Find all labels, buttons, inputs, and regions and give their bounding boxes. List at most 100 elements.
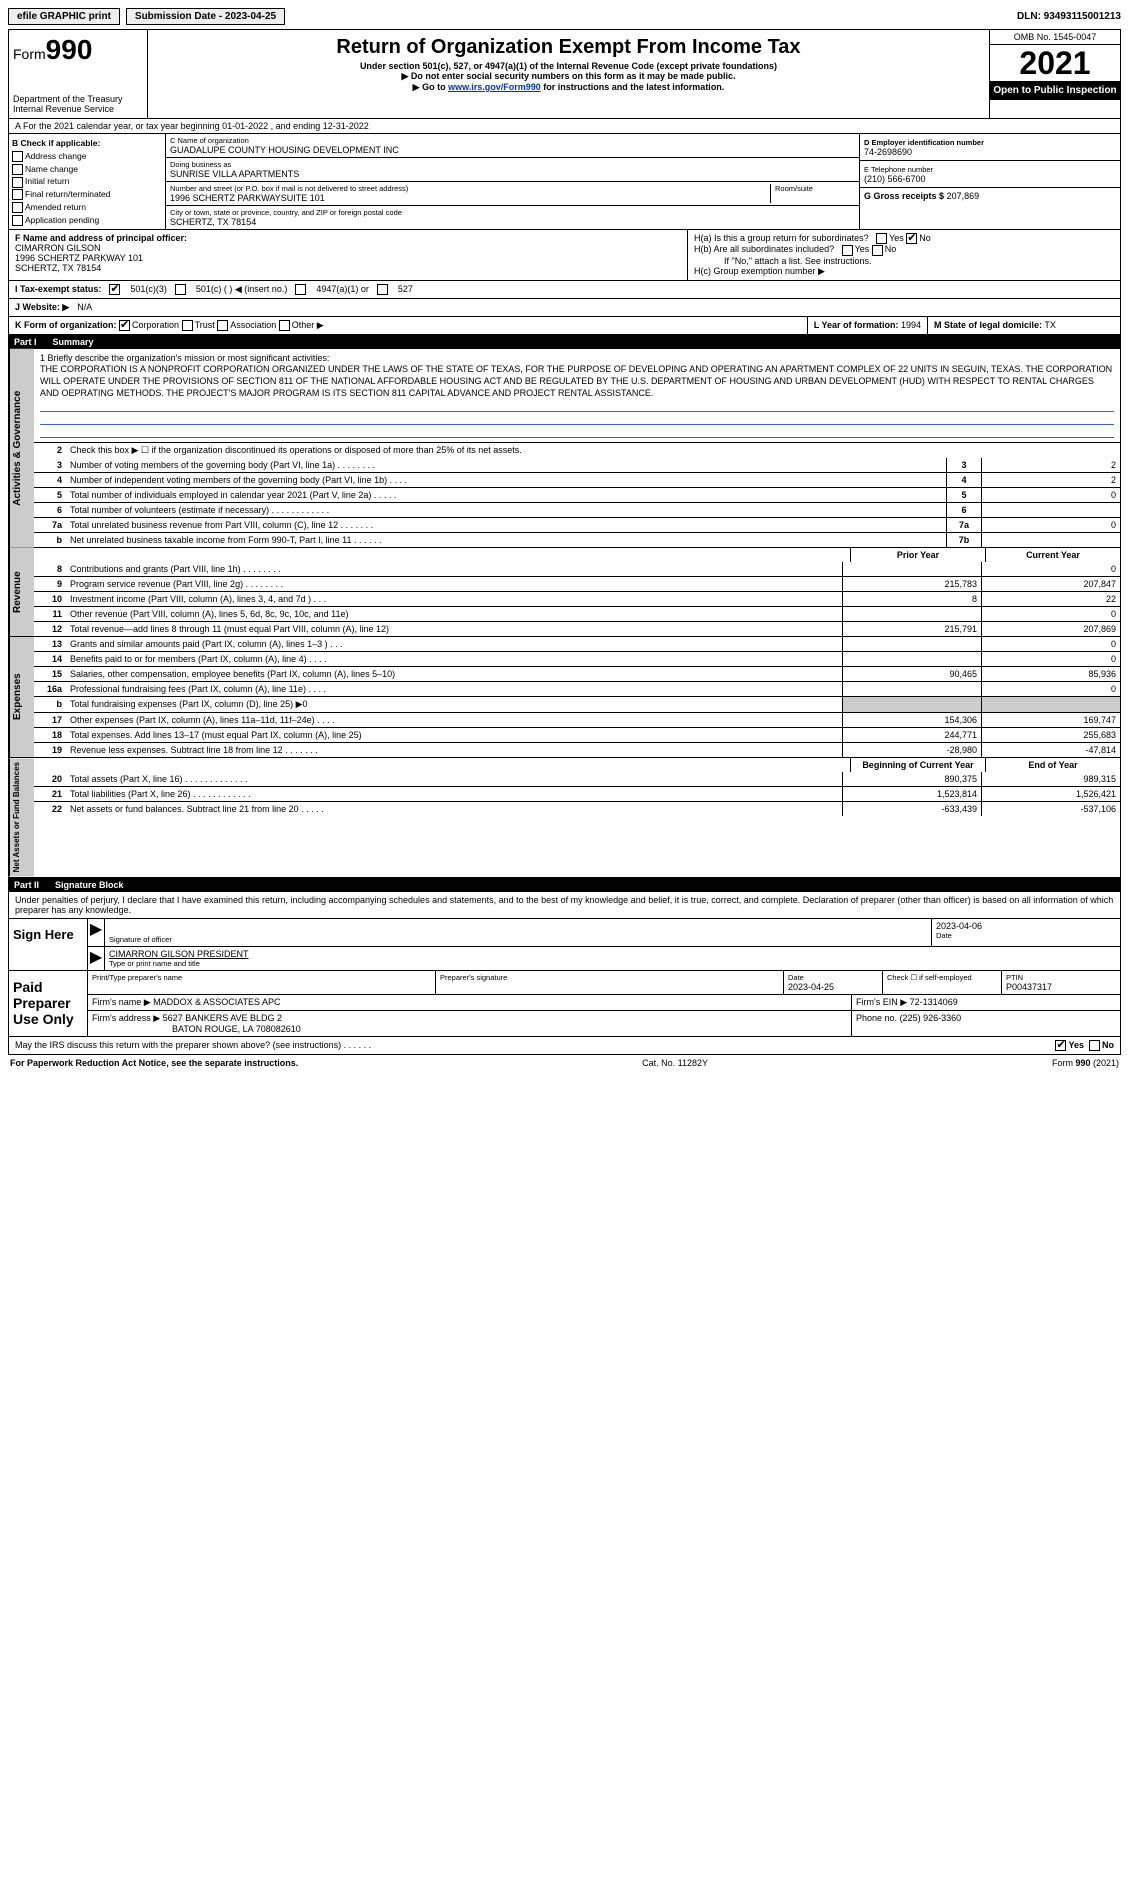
city-value: SCHERTZ, TX 78154 — [170, 217, 855, 227]
arrow-icon: ▶ — [88, 919, 105, 946]
part2-subtitle: Signature Block — [55, 880, 124, 890]
governance-block: Activities & Governance 1 Briefly descri… — [8, 349, 1121, 549]
prep-check-label: Check ☐ if self-employed — [887, 973, 997, 982]
preparer-block: Paid Preparer Use Only Print/Type prepar… — [8, 971, 1121, 1037]
data-row: 13Grants and similar amounts paid (Part … — [34, 637, 1120, 651]
mission-label: 1 Briefly describe the organization's mi… — [40, 353, 1114, 365]
phone-value: (210) 566-6700 — [864, 174, 926, 184]
dba-value: SUNRISE VILLA APARTMENTS — [170, 169, 855, 179]
discuss-no[interactable] — [1089, 1040, 1100, 1051]
paperwork-notice: For Paperwork Reduction Act Notice, see … — [10, 1058, 298, 1068]
irs-link[interactable]: www.irs.gov/Form990 — [448, 82, 541, 92]
chk-final[interactable] — [12, 189, 23, 200]
firm-ein: 72-1314069 — [910, 997, 958, 1007]
row-i: I Tax-exempt status: 501(c)(3) 501(c) ( … — [8, 281, 1121, 299]
chk-501c[interactable] — [175, 284, 186, 295]
dept-treasury: Department of the Treasury Internal Reve… — [13, 94, 143, 114]
submission-date: Submission Date - 2023-04-25 — [126, 8, 285, 25]
chk-pending[interactable] — [12, 215, 23, 226]
ha-yes[interactable] — [876, 233, 887, 244]
discuss-text: May the IRS discuss this return with the… — [15, 1040, 371, 1051]
chk-corp[interactable] — [119, 320, 130, 331]
declaration: Under penalties of perjury, I declare th… — [8, 892, 1121, 919]
chk-address[interactable] — [12, 151, 23, 162]
blueline — [40, 401, 1114, 412]
box-b-title: B Check if applicable: — [12, 138, 100, 148]
row-j: J Website: ▶ N/A — [8, 299, 1121, 317]
opt-assoc: Association — [230, 320, 276, 330]
yes-label: Yes — [1068, 1040, 1084, 1050]
hb-note: If "No," attach a list. See instructions… — [694, 256, 1114, 266]
sig-officer-label: Signature of officer — [109, 935, 927, 944]
part1-title: Part I — [14, 337, 37, 347]
chk-amended[interactable] — [12, 202, 23, 213]
part1-subtitle: Summary — [53, 337, 94, 347]
arrow-icon: ▶ — [88, 947, 105, 970]
chk-trust[interactable] — [182, 320, 193, 331]
chk-name[interactable] — [12, 164, 23, 175]
preparer-title: Paid Preparer Use Only — [9, 971, 88, 1036]
blueline — [40, 414, 1114, 425]
gov-row: 7aTotal unrelated business revenue from … — [34, 517, 1120, 532]
firm-addr1: 5627 BANKERS AVE BLDG 2 — [163, 1013, 282, 1023]
chk-initial[interactable] — [12, 177, 23, 188]
line2-text: Check this box ▶ ☐ if the organization d… — [66, 443, 1120, 458]
col-end: End of Year — [985, 758, 1120, 772]
vert-netassets: Net Assets or Fund Balances — [9, 758, 34, 876]
year-form-label: L Year of formation: — [814, 320, 899, 330]
chk-527[interactable] — [377, 284, 388, 295]
lbl-initial: Initial return — [25, 176, 69, 186]
prep-print-label: Print/Type preparer's name — [92, 973, 431, 982]
org-name-label: C Name of organization — [170, 136, 855, 145]
vert-expenses: Expenses — [9, 637, 34, 757]
opt-501c: 501(c) ( ) ◀ (insert no.) — [196, 284, 287, 295]
opt-corp: Corporation — [132, 320, 179, 330]
opt-501c3: 501(c)(3) — [130, 284, 167, 294]
ssn-note: ▶ Do not enter social security numbers o… — [152, 71, 985, 82]
box-b: B Check if applicable: Address change Na… — [9, 134, 166, 229]
ha-text: H(a) Is this a group return for subordin… — [694, 233, 869, 243]
discuss-yes[interactable] — [1055, 1040, 1066, 1051]
officer-label: F Name and address of principal officer: — [15, 233, 187, 243]
chk-other[interactable] — [279, 320, 290, 331]
data-row: 22Net assets or fund balances. Subtract … — [34, 801, 1120, 816]
hb-no[interactable] — [872, 245, 883, 256]
sign-block: Sign Here ▶ Signature of officer 2023-04… — [8, 919, 1121, 971]
ptin-label: PTIN — [1006, 973, 1116, 982]
lbl-final: Final return/terminated — [25, 189, 111, 199]
goto-pre: ▶ Go to — [413, 82, 448, 92]
efile-badge: efile GRAPHIC print — [8, 8, 120, 25]
website-label: J Website: ▶ — [15, 302, 69, 313]
gov-row: 6Total number of volunteers (estimate if… — [34, 502, 1120, 517]
form-org-label: K Form of organization: — [15, 320, 117, 330]
goto-post: for instructions and the latest informat… — [541, 82, 725, 92]
officer-name-label: Type or print name and title — [109, 959, 1116, 968]
room-label: Room/suite — [775, 184, 855, 193]
data-row: 8Contributions and grants (Part VIII, li… — [34, 562, 1120, 576]
footer: For Paperwork Reduction Act Notice, see … — [8, 1055, 1121, 1071]
box-deg: D Employer identification number 74-2698… — [859, 134, 1120, 229]
data-row: 20Total assets (Part X, line 16) . . . .… — [34, 772, 1120, 786]
chk-4947[interactable] — [295, 284, 306, 295]
data-row: 16aProfessional fundraising fees (Part I… — [34, 681, 1120, 696]
col-prior: Prior Year — [850, 548, 985, 562]
addr-label: Number and street (or P.O. box if mail i… — [170, 184, 770, 193]
lbl-amended: Amended return — [25, 202, 86, 212]
chk-assoc[interactable] — [217, 320, 228, 331]
goto-note: ▶ Go to www.irs.gov/Form990 for instruct… — [152, 82, 985, 93]
officer-printed-name: CIMARRON GILSON PRESIDENT — [109, 949, 249, 959]
top-bar: efile GRAPHIC print Submission Date - 20… — [8, 8, 1121, 25]
chk-501c3[interactable] — [109, 284, 120, 295]
domicile-value: TX — [1044, 320, 1056, 330]
firm-addr2: BATON ROUGE, LA 708082610 — [92, 1024, 301, 1034]
ein-value: 74-2698690 — [864, 147, 912, 157]
dba-label: Doing business as — [170, 160, 855, 169]
col-current: Current Year — [985, 548, 1120, 562]
period-row: A For the 2021 calendar year, or tax yea… — [8, 119, 1121, 134]
ha-no[interactable] — [906, 233, 917, 244]
hc-text: H(c) Group exemption number ▶ — [694, 266, 1114, 277]
hb-yes[interactable] — [842, 245, 853, 256]
gov-row: 5Total number of individuals employed in… — [34, 487, 1120, 502]
mission-box: 1 Briefly describe the organization's mi… — [34, 349, 1120, 443]
ein-label: D Employer identification number — [864, 138, 984, 147]
